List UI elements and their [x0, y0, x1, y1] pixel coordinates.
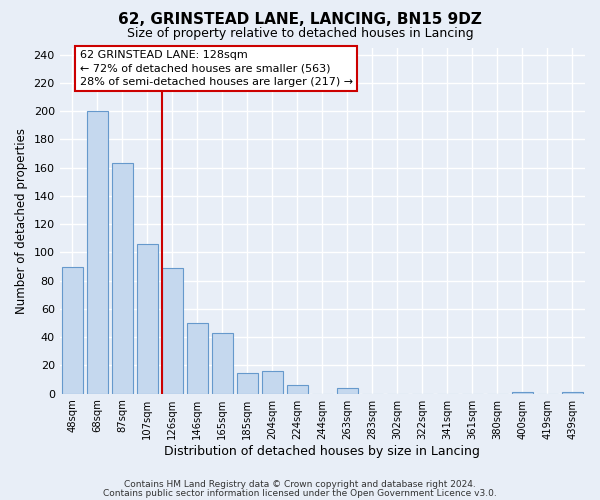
Bar — [161, 268, 183, 394]
Bar — [262, 371, 283, 394]
Text: Size of property relative to detached houses in Lancing: Size of property relative to detached ho… — [127, 28, 473, 40]
Bar — [62, 266, 83, 394]
Bar — [212, 333, 233, 394]
Bar — [512, 392, 533, 394]
Bar — [337, 388, 358, 394]
Bar — [187, 323, 208, 394]
Text: Contains public sector information licensed under the Open Government Licence v3: Contains public sector information licen… — [103, 490, 497, 498]
Text: 62 GRINSTEAD LANE: 128sqm
← 72% of detached houses are smaller (563)
28% of semi: 62 GRINSTEAD LANE: 128sqm ← 72% of detac… — [80, 50, 353, 86]
Text: 62, GRINSTEAD LANE, LANCING, BN15 9DZ: 62, GRINSTEAD LANE, LANCING, BN15 9DZ — [118, 12, 482, 28]
Bar — [137, 244, 158, 394]
Bar — [112, 164, 133, 394]
Bar — [287, 385, 308, 394]
Y-axis label: Number of detached properties: Number of detached properties — [15, 128, 28, 314]
Bar — [86, 111, 108, 394]
X-axis label: Distribution of detached houses by size in Lancing: Distribution of detached houses by size … — [164, 444, 480, 458]
Bar — [562, 392, 583, 394]
Text: Contains HM Land Registry data © Crown copyright and database right 2024.: Contains HM Land Registry data © Crown c… — [124, 480, 476, 489]
Bar — [236, 372, 258, 394]
